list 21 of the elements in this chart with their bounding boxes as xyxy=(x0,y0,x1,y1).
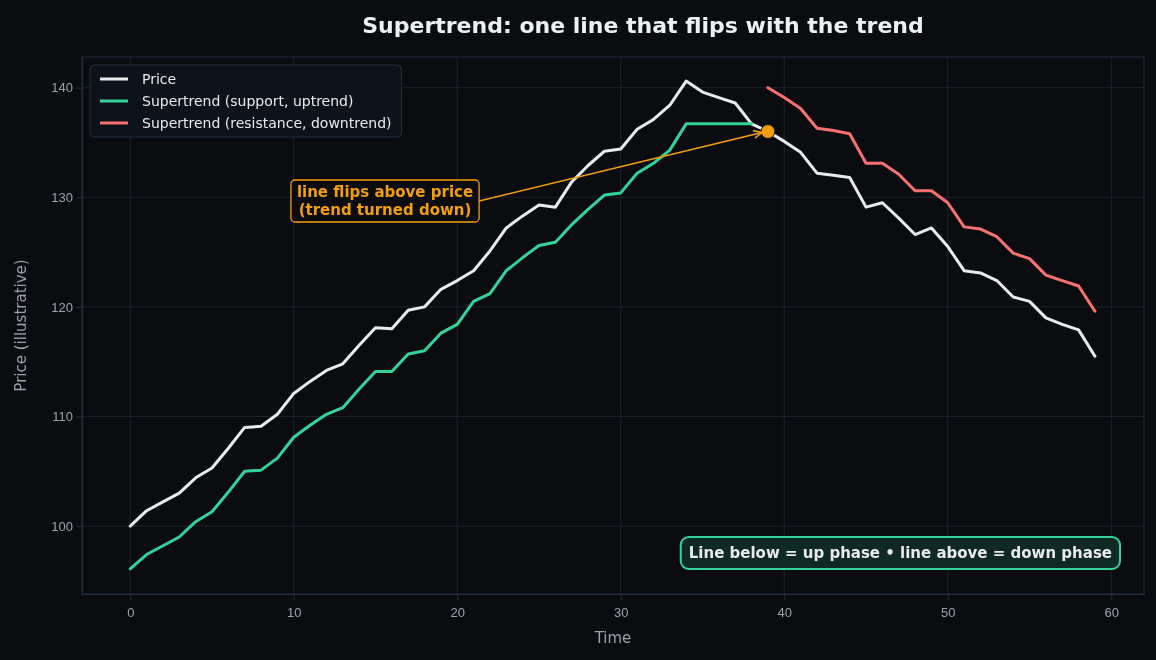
x-tick-label: 50 xyxy=(941,605,956,621)
y-tick-label: 140 xyxy=(51,80,73,96)
y-tick-label: 100 xyxy=(51,518,73,534)
annotation: line flips above price (trend turned down) xyxy=(296,183,474,219)
legend-label: Supertrend (support, uptrend) xyxy=(142,93,354,109)
x-tick-label: 10 xyxy=(287,605,302,621)
chart-title: Supertrend: one line that flips with the trend xyxy=(362,13,924,38)
line-series xyxy=(766,86,1097,313)
x-axis-title: Time xyxy=(593,629,632,647)
x-tick-label: 20 xyxy=(450,605,465,621)
y-tick-label: 120 xyxy=(51,299,73,315)
y-tick-label: 110 xyxy=(52,409,73,425)
legend-label: Price xyxy=(142,71,177,87)
y-tick-label: 130 xyxy=(51,189,73,205)
x-tick-label: 0 xyxy=(127,605,135,621)
x-tick-label: 60 xyxy=(1104,605,1120,621)
annotation: Line below = up phase • line above = down phase xyxy=(688,544,1112,562)
y-axis-title: Price (illustrative) xyxy=(12,259,30,392)
legend-label: Supertrend (resistance, downtrend) xyxy=(142,115,392,131)
x-tick-label: 40 xyxy=(777,605,793,621)
x-tick-label: 30 xyxy=(614,605,629,621)
